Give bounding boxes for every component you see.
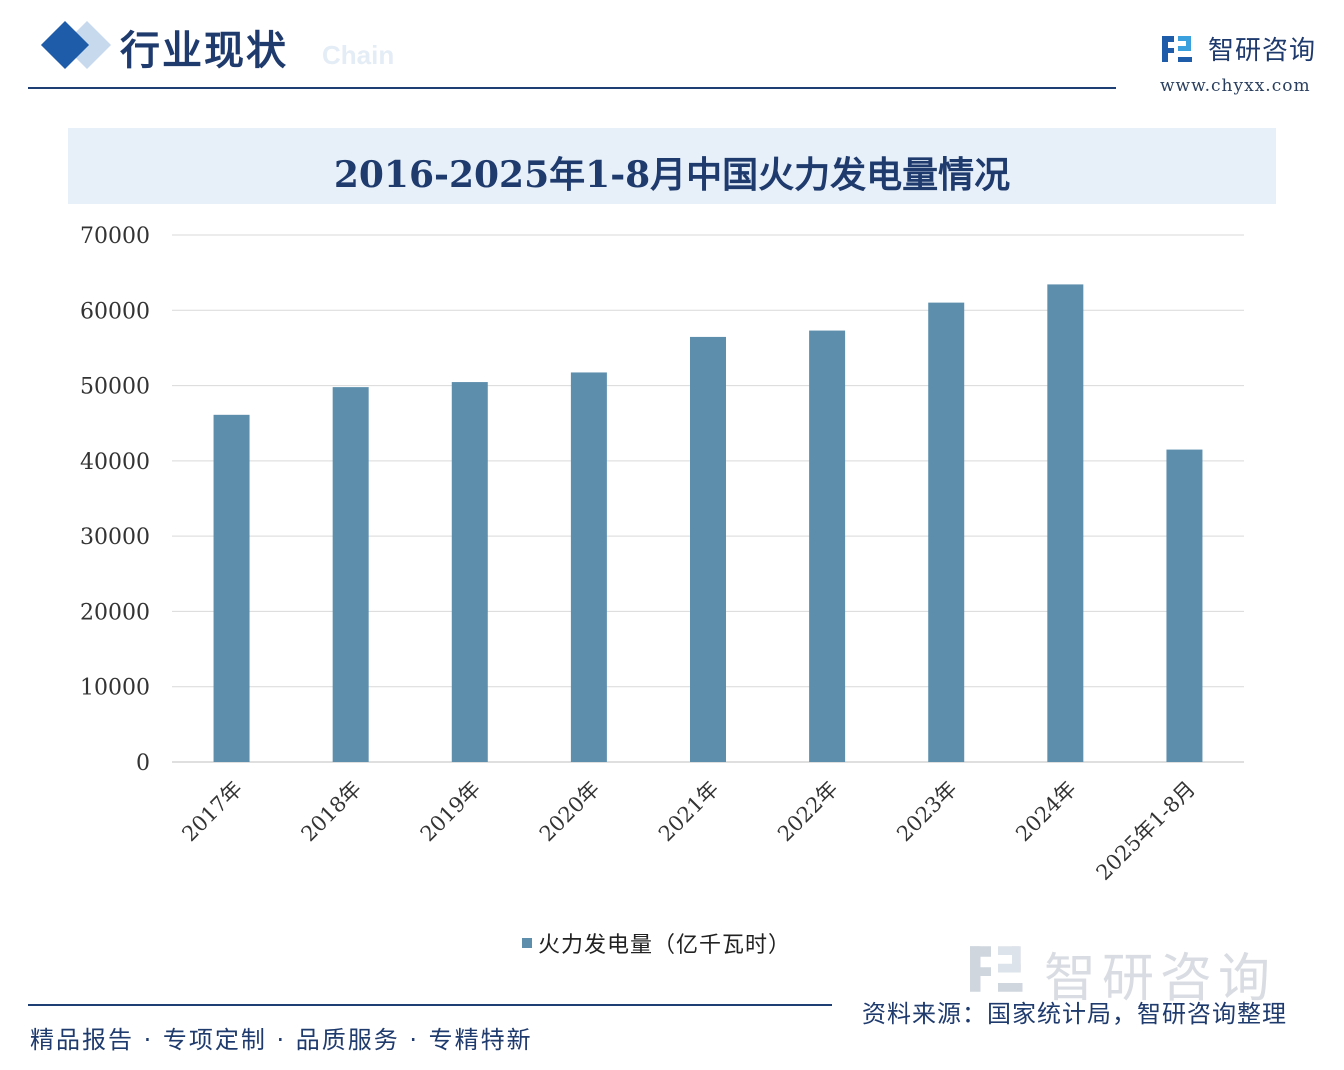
chart-title: 2016-2025年1-8月中国火力发电量情况: [333, 154, 1011, 196]
header-ghost-text: Chain: [322, 40, 395, 70]
y-tick-label: 60000: [80, 299, 150, 324]
header: Chain 行业现状 智研咨询 www.chyxx.com: [0, 0, 1344, 100]
y-tick-label: 0: [136, 751, 150, 776]
x-tick-label: 2018年: [297, 777, 367, 847]
footer-logo-icon: [970, 946, 1023, 992]
x-tick-label: 2023年: [892, 777, 962, 847]
y-tick-label: 30000: [80, 525, 150, 550]
bar: [332, 387, 369, 762]
header-divider: [28, 87, 1116, 89]
bar: [1166, 449, 1203, 762]
brand-url: www.chyxx.com: [1160, 76, 1311, 96]
y-tick-label: 70000: [80, 224, 150, 249]
legend-swatch: [522, 938, 532, 948]
x-tick-label: 2021年: [654, 777, 724, 847]
y-tick-label: 10000: [80, 676, 150, 701]
slogan: 精品报告 · 专项定制 · 品质服务 · 专精特新: [30, 1026, 533, 1054]
legend: 火力发电量（亿千瓦时）: [522, 928, 791, 958]
bar: [809, 330, 846, 762]
x-tick-label: 2022年: [773, 777, 843, 847]
bar: [1047, 284, 1084, 762]
section-title: 行业现状: [120, 28, 288, 74]
x-tick-label: 2020年: [535, 777, 605, 847]
chart-title-band: 2016-2025年1-8月中国火力发电量情况: [68, 128, 1276, 204]
footer-brand: 智研咨询: [1044, 949, 1277, 1009]
bar: [928, 302, 965, 762]
bar: [570, 372, 607, 762]
x-tick-label: 2025年1-8月: [1092, 777, 1200, 885]
y-tick-label: 20000: [80, 600, 150, 625]
brand-logo-icon: [1162, 36, 1192, 62]
x-tick-label: 2017年: [177, 777, 247, 847]
bar: [690, 336, 726, 762]
x-tick-label: 2019年: [416, 777, 486, 847]
brand-name: 智研咨询: [1208, 36, 1317, 66]
bar: [451, 382, 488, 762]
bar: [213, 414, 250, 762]
source-note: 资料来源：国家统计局，智研咨询整理: [862, 1000, 1287, 1028]
footer-divider: [28, 1004, 832, 1006]
legend-label: 火力发电量（亿千瓦时）: [538, 933, 792, 958]
y-tick-label: 40000: [80, 450, 150, 475]
x-tick-label: 2024年: [1011, 777, 1081, 847]
y-tick-label: 50000: [80, 375, 150, 400]
